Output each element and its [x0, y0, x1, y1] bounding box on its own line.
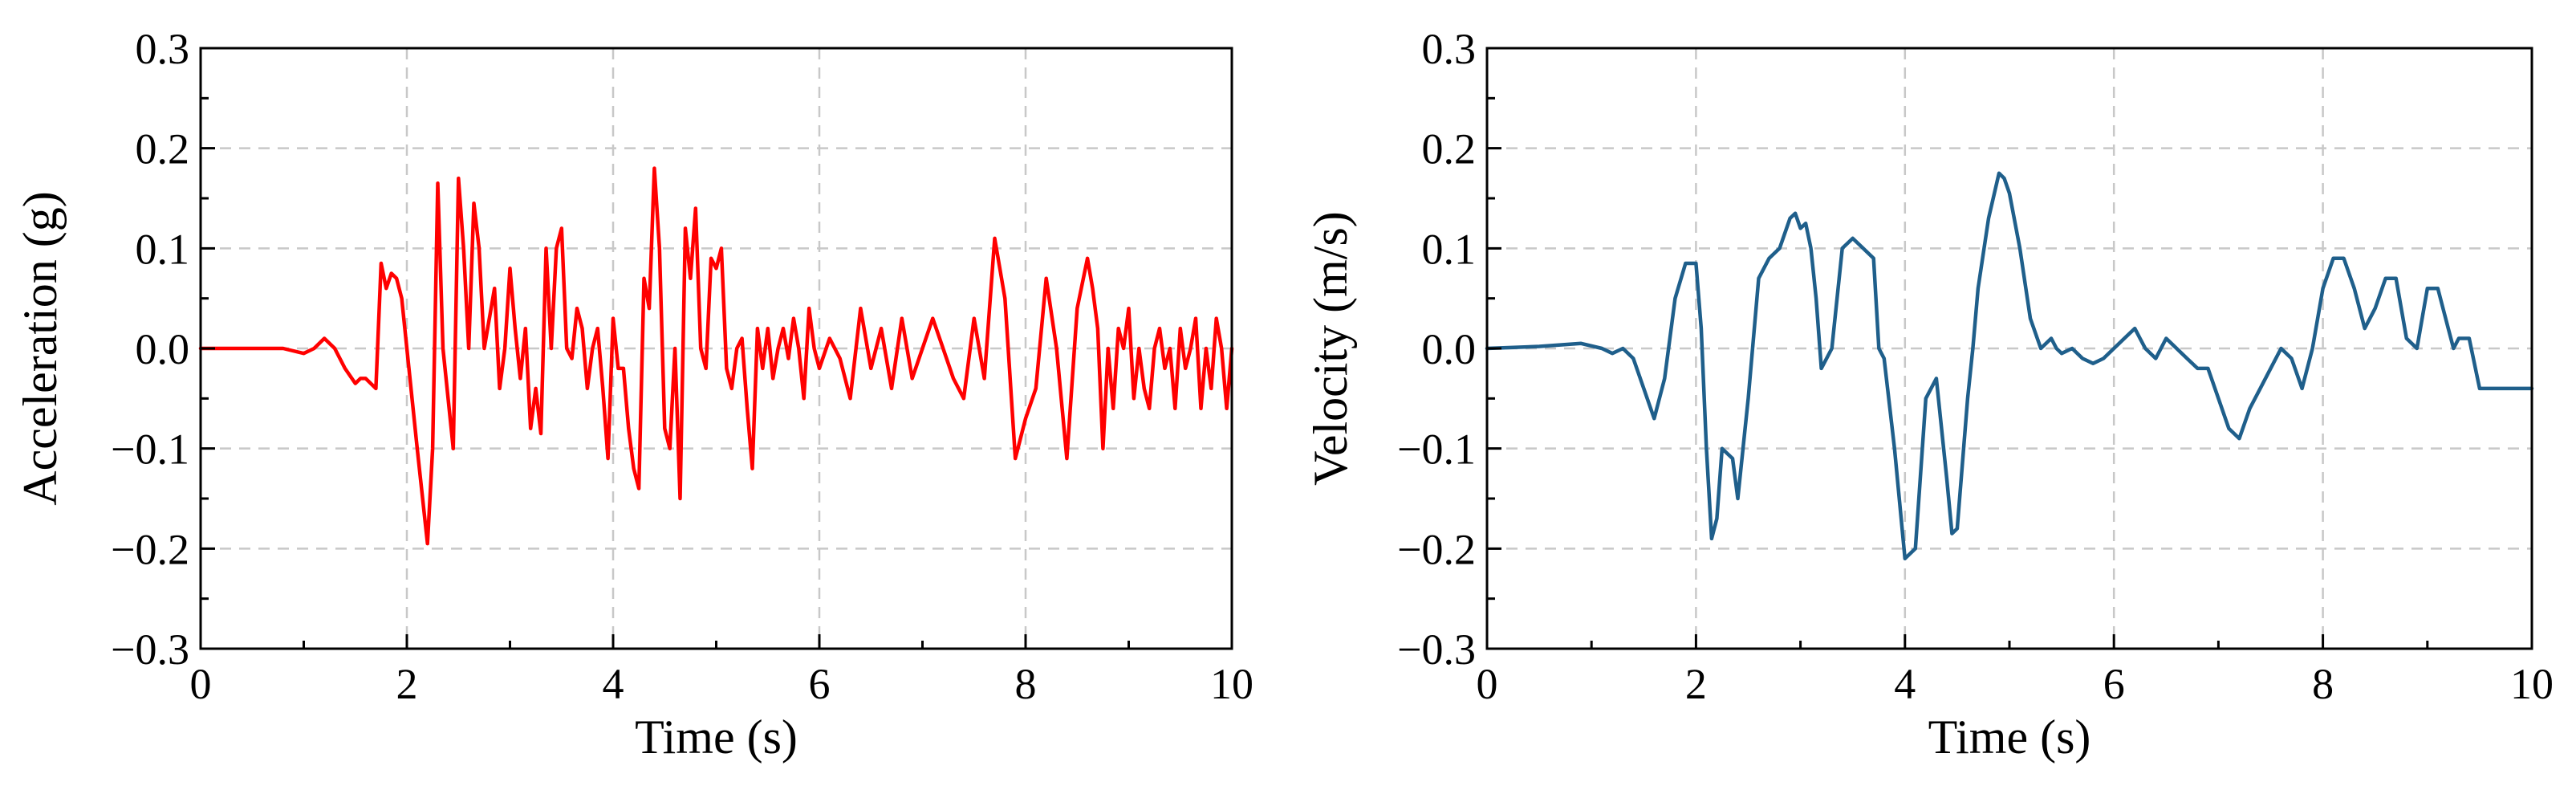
x-tick-label: 10 [1210, 660, 1253, 708]
acceleration-chart: 0 2 4 6 8 10 −0.3 −0.2 −0.1 0.0 0.1 0.2 0.3 Time (s) A… [14, 25, 1253, 763]
velocity-chart: 0 2 4 6 8 10 −0.3 −0.2 −0.1 0.0 0.1 0.2 0.3 Time (s) V… [1304, 25, 2554, 763]
y-tick-label: −0.2 [111, 525, 189, 573]
x-tick-label: 6 [809, 660, 831, 708]
y-tick-label: 0.3 [1422, 25, 1477, 73]
y-tick-label: −0.1 [1397, 426, 1476, 474]
y-tick-label: 0.0 [1422, 325, 1477, 373]
y-tick-label: 0.3 [136, 25, 190, 73]
x-tick-label: 4 [603, 660, 624, 708]
x-tick-label: 10 [2510, 660, 2554, 708]
x-tick-label: 2 [396, 660, 418, 708]
x-tick-label: 6 [2103, 660, 2125, 708]
y-tick-label: −0.1 [111, 426, 189, 474]
y-tick-label: −0.2 [1397, 525, 1476, 573]
y-tick-label: 0.1 [136, 225, 190, 273]
y-tick-label: 0.2 [136, 125, 190, 173]
x-tick-label: 8 [2312, 660, 2334, 708]
x-tick-label: 4 [1894, 660, 1916, 708]
y-axis-title: Acceleration (g) [14, 191, 67, 505]
y-tick-label: −0.3 [1397, 625, 1476, 674]
series-line [1485, 171, 2534, 561]
series-line [198, 166, 1234, 546]
x-tick-label: 8 [1015, 660, 1037, 708]
y-tick-label: 0.0 [136, 325, 190, 373]
x-tick-label: 0 [1477, 660, 1498, 708]
x-tick-label: 0 [190, 660, 212, 708]
x-axis-title: Time (s) [635, 711, 798, 763]
x-axis-title: Time (s) [1928, 711, 2091, 763]
y-tick-label: −0.3 [111, 625, 189, 674]
y-tick-label: 0.2 [1422, 125, 1477, 173]
y-tick-label: 0.1 [1422, 225, 1477, 273]
x-tick-label: 2 [1685, 660, 1707, 708]
y-axis-title: Velocity (m/s) [1304, 211, 1357, 486]
